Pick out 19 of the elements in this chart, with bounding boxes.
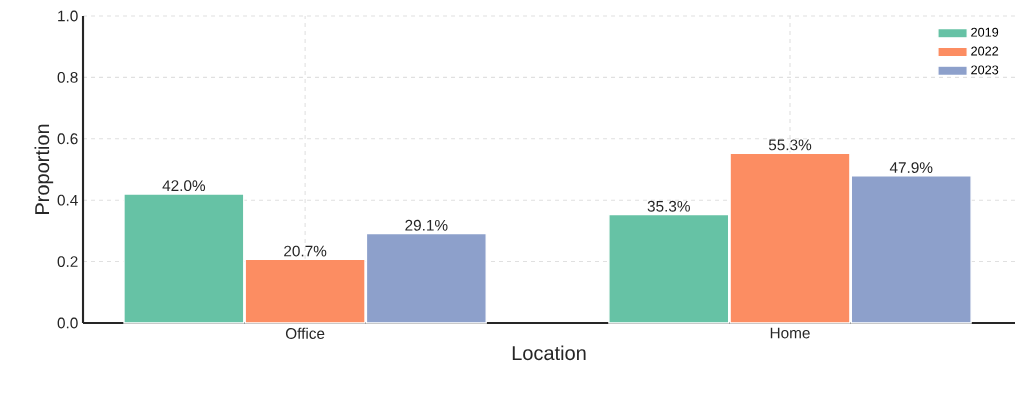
data-label: 47.9% [889,162,933,173]
y-tick-label: 0.0 [57,317,78,329]
legend-label: 2019 [971,27,999,37]
y-tick-label: 0.4 [57,194,78,206]
x-tick-label: Office [285,327,325,339]
data-label: 20.7% [284,245,327,257]
data-label: 42.0% [162,180,206,192]
y-tick-label: 0.2 [57,256,78,268]
legend-label: 2023 [971,65,999,75]
y-tick-label: 1.0 [58,10,78,22]
data-label: 55.3% [768,139,812,151]
y-tick-label: 0.8 [57,71,78,83]
data-label: 35.3% [647,200,690,212]
data-label: 29.1% [405,219,448,231]
y-axis-title: Proportion [34,124,54,214]
x-tick-label: Home [770,327,810,339]
y-tick-label: 0.6 [57,133,78,145]
x-axis-title: Location [512,345,586,361]
legend-label: 2022 [971,46,999,56]
